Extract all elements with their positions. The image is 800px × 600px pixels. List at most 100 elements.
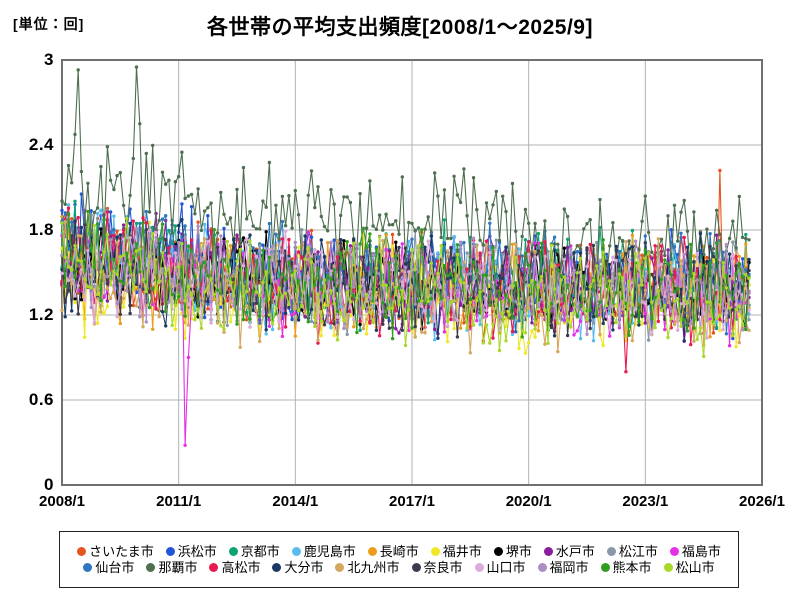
series-marker-那覇市 (494, 189, 498, 194)
series-marker-仙台市 (267, 221, 272, 226)
series-marker-熊本市 (659, 277, 664, 282)
series-marker-山口市 (507, 286, 511, 290)
series-marker-大分市 (164, 324, 168, 328)
series-marker-山口市 (420, 304, 424, 308)
series-marker-松山市 (413, 268, 417, 272)
series-marker-山口市 (348, 305, 353, 309)
series-marker-さいたま市 (718, 168, 722, 173)
series-marker-熊本市 (527, 263, 531, 267)
legend-item-山口市: 山口市 (474, 561, 526, 574)
series-marker-那覇市 (248, 210, 252, 214)
series-marker-熊本市 (112, 257, 116, 262)
series-marker-熊本市 (70, 256, 74, 261)
series-marker-福岡市 (144, 320, 148, 324)
series-marker-那覇市 (734, 246, 738, 250)
series-marker-奈良市 (147, 289, 152, 294)
series-marker-大分市 (309, 307, 314, 312)
series-marker-長崎市 (630, 233, 635, 237)
series-marker-山口市 (669, 292, 673, 297)
series-marker-大分市 (322, 255, 327, 259)
series-marker-奈良市 (481, 292, 485, 296)
series-marker-熊本市 (199, 264, 204, 269)
series-marker-那覇市 (95, 206, 100, 210)
series-marker-北九州市 (484, 243, 489, 247)
series-marker-松山市 (60, 221, 64, 225)
series-marker-那覇市 (374, 227, 379, 232)
series-marker-北九州市 (335, 238, 340, 243)
series-marker-福井市 (183, 336, 187, 341)
series-marker-奈良市 (530, 252, 534, 256)
series-marker-仙台市 (575, 250, 579, 254)
series-marker-福岡市 (552, 316, 557, 320)
legend-item-那覇市: 那覇市 (146, 561, 197, 574)
series-marker-那覇市 (504, 209, 508, 214)
series-marker-福岡市 (70, 274, 74, 278)
series-marker-高松市 (624, 370, 628, 374)
series-marker-福岡市 (293, 240, 297, 245)
series-marker-奈良市 (501, 264, 505, 268)
series-marker-福岡市 (332, 258, 336, 262)
series-marker-仙台市 (494, 272, 498, 276)
series-marker-那覇市 (666, 214, 670, 218)
series-marker-那覇市 (108, 178, 113, 182)
series-marker-松山市 (92, 223, 97, 228)
y-tick-label: 1.2 (28, 305, 54, 324)
series-marker-山口市 (666, 274, 670, 278)
series-marker-那覇市 (160, 170, 165, 174)
series-marker-松山市 (585, 318, 589, 322)
series-marker-松山市 (287, 302, 291, 306)
series-marker-松山市 (352, 241, 356, 246)
series-marker-高松市 (300, 256, 304, 260)
series-marker-福島市 (578, 319, 583, 323)
series-marker-熊本市 (63, 284, 67, 288)
series-marker-松山市 (345, 290, 349, 295)
series-marker-仙台市 (183, 224, 187, 228)
series-marker-鹿児島市 (99, 208, 103, 212)
series-marker-熊本市 (442, 264, 447, 268)
series-marker-北九州市 (624, 240, 628, 244)
series-marker-熊本市 (384, 315, 388, 319)
series-marker-那覇市 (245, 217, 249, 221)
series-marker-熊本市 (280, 272, 285, 276)
series-marker-山口市 (426, 239, 430, 243)
series-marker-松山市 (274, 306, 278, 310)
series-marker-大分市 (180, 217, 184, 222)
series-marker-熊本市 (510, 316, 515, 320)
series-marker-松山市 (326, 303, 330, 308)
series-marker-福井市 (436, 300, 440, 304)
series-marker-熊本市 (565, 283, 570, 287)
legend-swatch-icon (291, 547, 301, 556)
series-marker-高松市 (377, 334, 382, 338)
series-marker-大分市 (160, 310, 165, 314)
series-marker-京都市 (167, 228, 171, 233)
series-marker-福岡市 (335, 281, 340, 285)
series-marker-那覇市 (627, 239, 631, 243)
series-marker-松山市 (377, 235, 382, 239)
series-marker-那覇市 (575, 244, 579, 248)
series-marker-大分市 (423, 245, 427, 249)
series-marker-大分市 (177, 223, 181, 228)
series-marker-那覇市 (73, 132, 77, 137)
series-marker-山口市 (601, 277, 605, 281)
series-marker-松山市 (633, 252, 638, 256)
series-marker-福岡市 (160, 268, 165, 272)
series-marker-熊本市 (319, 287, 323, 291)
series-marker-奈良市 (141, 287, 145, 291)
series-marker-熊本市 (601, 238, 605, 242)
series-marker-松山市 (99, 270, 103, 274)
series-marker-熊本市 (740, 275, 745, 279)
series-marker-松江市 (494, 238, 498, 242)
series-marker-熊本市 (624, 301, 628, 306)
series-marker-福岡市 (481, 315, 485, 320)
series-marker-高松市 (368, 321, 372, 325)
legend-swatch-icon (474, 563, 484, 572)
series-marker-熊本市 (138, 270, 142, 274)
series-marker-浜松市 (202, 315, 207, 320)
series-marker-那覇市 (92, 210, 97, 215)
series-marker-松山市 (536, 285, 541, 289)
series-marker-熊本市 (303, 281, 307, 285)
series-marker-松江市 (546, 249, 550, 254)
series-marker-鹿児島市 (478, 322, 482, 327)
series-marker-山口市 (471, 280, 476, 285)
series-marker-那覇市 (394, 219, 398, 223)
